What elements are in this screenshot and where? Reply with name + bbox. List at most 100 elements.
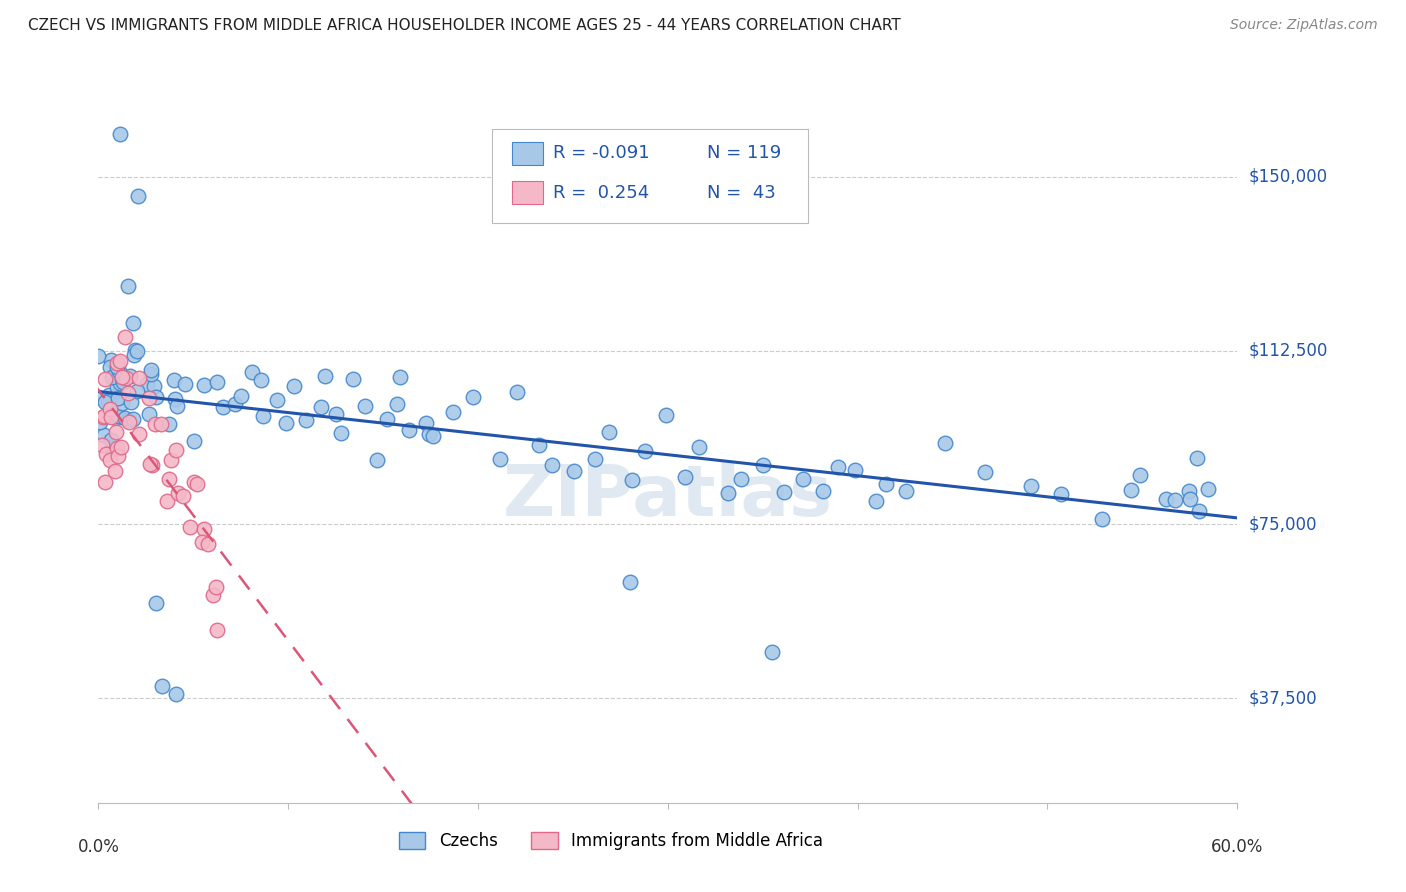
Point [96,446,118,460]
Point [165,442,187,457]
Point [441,405,464,419]
Point [366,452,388,467]
Point [179,520,201,534]
Text: R = -0.091: R = -0.091 [553,145,650,162]
Point [105,359,128,374]
Point [274,416,297,430]
Point [107,409,129,423]
Point [205,623,228,637]
Point [163,373,186,387]
Point [139,363,162,377]
Point [252,409,274,424]
Point [773,485,796,500]
Point [94,475,117,490]
Point [1197,482,1219,496]
Point [1177,483,1199,498]
Point [139,367,162,381]
Point [330,426,353,441]
Point [160,453,183,467]
Point [1187,451,1209,466]
Point [172,489,194,503]
Point [461,390,484,404]
Point [122,348,145,362]
Point [224,397,246,411]
Point [389,369,412,384]
Text: $112,500: $112,500 [1249,342,1329,359]
Point [844,463,866,477]
Point [716,485,738,500]
Point [117,279,139,293]
Point [138,457,160,471]
Point [145,390,167,404]
Point [97,393,120,408]
Point [114,371,136,385]
Point [111,376,134,390]
Point [266,392,288,407]
Point [122,316,145,330]
Point [94,395,117,409]
Point [688,441,710,455]
Point [1019,479,1042,493]
Point [91,438,114,452]
Point [120,394,142,409]
Point [127,384,149,398]
Text: $37,500: $37,500 [1249,690,1317,707]
Point [752,458,775,472]
Point [167,486,190,500]
Point [342,372,364,386]
Point [98,400,121,414]
Point [108,353,131,368]
Point [157,417,180,431]
Point [827,460,849,475]
Point [354,399,377,413]
Point [105,441,128,455]
Point [934,436,956,450]
Text: ZIPatlas: ZIPatlas [503,462,832,531]
Point [422,429,444,443]
Point [122,412,145,426]
Point [186,476,208,491]
Point [250,373,273,387]
Point [117,413,139,427]
Text: 0.0%: 0.0% [77,838,120,855]
Point [865,494,887,508]
Point [205,580,228,594]
Point [1154,492,1177,507]
Point [100,409,122,424]
Point [138,391,160,405]
Point [135,376,157,391]
Point [108,376,131,390]
Point [143,379,166,393]
Point [104,425,127,440]
Text: CZECH VS IMMIGRANTS FROM MIDDLE AFRICA HOUSEHOLDER INCOME AGES 25 - 44 YEARS COR: CZECH VS IMMIGRANTS FROM MIDDLE AFRICA H… [28,18,901,33]
Point [87,390,110,404]
Point [108,127,131,141]
Point [98,401,121,416]
Point [101,441,124,455]
Point [1164,492,1187,507]
Point [231,389,253,403]
Text: 60.0%: 60.0% [1211,838,1264,855]
Point [127,343,149,358]
Point [174,376,197,391]
Point [128,371,150,385]
Point [155,494,177,508]
Point [375,412,398,426]
Point [309,400,332,414]
Point [398,423,420,437]
Point [489,452,512,467]
Point [1129,468,1152,483]
Point [527,437,550,451]
Point [875,476,897,491]
Point [562,464,585,478]
Point [110,440,132,454]
Point [93,427,115,442]
Point [105,367,128,381]
Point [415,416,437,430]
Point [1050,487,1073,501]
Point [283,379,305,393]
Point [418,426,440,441]
Point [145,596,167,610]
Point [163,392,186,406]
Point [183,434,205,449]
